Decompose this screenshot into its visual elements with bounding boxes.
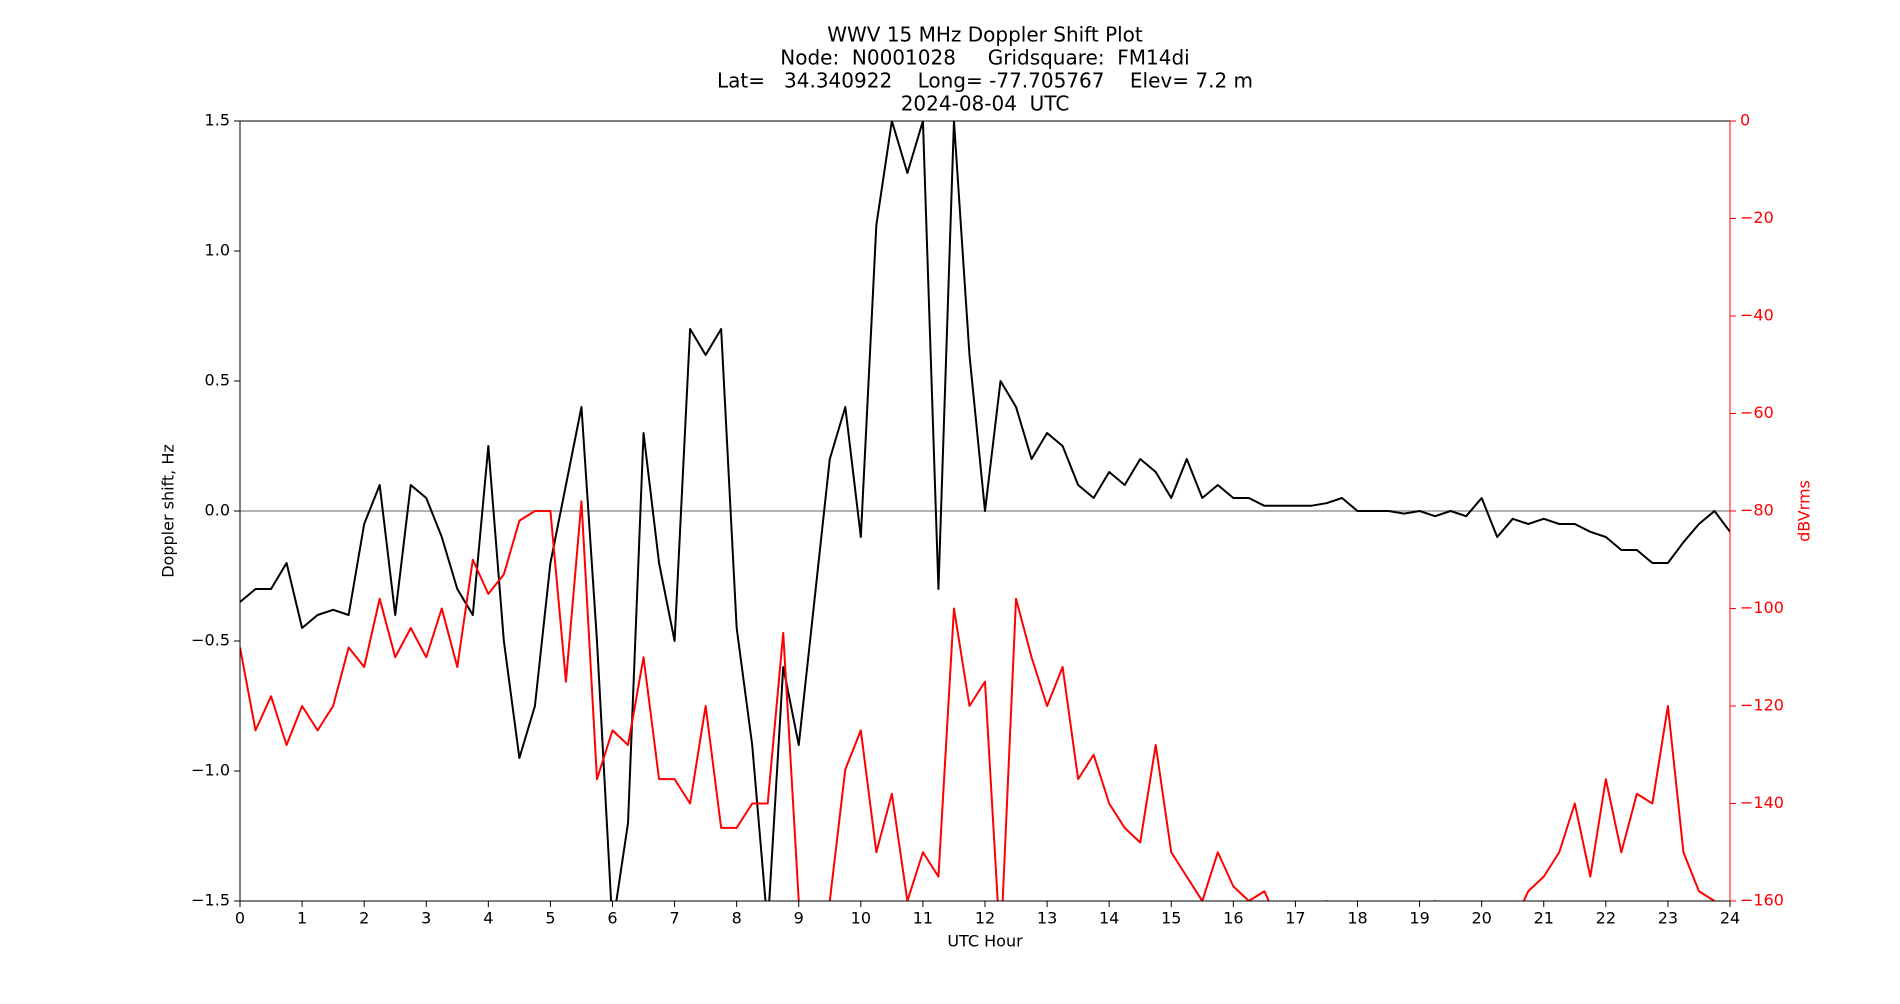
y2-axis-label: dBVrms — [1795, 480, 1814, 542]
y-tick-label: 0.5 — [205, 371, 230, 390]
x-tick-label: 19 — [1409, 909, 1429, 928]
x-tick-label: 16 — [1223, 909, 1243, 928]
x-tick-label: 17 — [1285, 909, 1305, 928]
y2-tick-label: −20 — [1740, 208, 1774, 227]
x-tick-label: 22 — [1596, 909, 1616, 928]
y-tick-label: −0.5 — [191, 631, 230, 650]
x-tick-label: 12 — [975, 909, 995, 928]
chart-title: Lat= 34.340922 Long= -77.705767 Elev= 7.… — [717, 69, 1253, 93]
x-tick-label: 15 — [1161, 909, 1181, 928]
y2-tick-label: 0 — [1740, 111, 1750, 130]
x-tick-label: 9 — [794, 909, 804, 928]
x-tick-label: 7 — [669, 909, 679, 928]
x-tick-label: 18 — [1347, 909, 1367, 928]
y-tick-label: 1.5 — [205, 111, 230, 130]
x-tick-label: 23 — [1658, 909, 1678, 928]
x-tick-label: 8 — [732, 909, 742, 928]
chart-title: Node: N0001028 Gridsquare: FM14di — [780, 46, 1190, 70]
y2-tick-label: −40 — [1740, 306, 1774, 325]
x-tick-label: 4 — [483, 909, 493, 928]
y-tick-label: −1.5 — [191, 891, 230, 910]
series-line — [240, 500, 1716, 901]
chart-title: WWV 15 MHz Doppler Shift Plot — [827, 23, 1143, 47]
x-tick-label: 2 — [359, 909, 369, 928]
x-tick-label: 5 — [545, 909, 555, 928]
y-tick-label: −1.0 — [191, 761, 230, 780]
x-tick-label: 21 — [1534, 909, 1554, 928]
y-axis-label: Doppler shift, Hz — [159, 444, 178, 578]
x-tick-label: 13 — [1037, 909, 1057, 928]
x-tick-label: 11 — [913, 909, 933, 928]
y2-tick-label: −80 — [1740, 501, 1774, 520]
y2-tick-label: −60 — [1740, 403, 1774, 422]
x-tick-label: 10 — [851, 909, 871, 928]
y2-tick-label: −100 — [1740, 598, 1784, 617]
y-tick-label: 1.0 — [205, 241, 230, 260]
x-tick-label: 0 — [235, 909, 245, 928]
series-line — [240, 121, 1730, 901]
x-tick-label: 6 — [607, 909, 617, 928]
x-tick-label: 20 — [1471, 909, 1491, 928]
x-axis-label: UTC Hour — [947, 932, 1023, 951]
y2-tick-label: −140 — [1740, 793, 1784, 812]
x-tick-label: 24 — [1720, 909, 1740, 928]
y2-tick-label: −120 — [1740, 696, 1784, 715]
x-tick-label: 14 — [1099, 909, 1119, 928]
x-tick-label: 3 — [421, 909, 431, 928]
chart-title: 2024-08-04 UTC — [901, 92, 1070, 116]
x-tick-label: 1 — [297, 909, 307, 928]
y2-tick-label: −160 — [1740, 891, 1784, 910]
y-tick-label: 0.0 — [205, 501, 230, 520]
